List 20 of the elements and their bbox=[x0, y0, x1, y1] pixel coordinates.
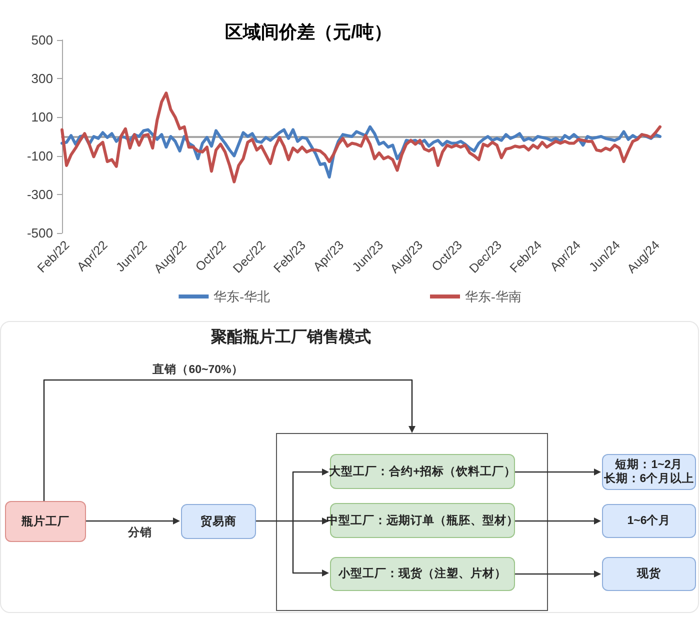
rounded-box: 大型工厂：合约+招标（饮料工厂） bbox=[330, 454, 515, 489]
rounded-box: 现货 bbox=[602, 557, 696, 591]
rounded-box: 瓶片工厂 bbox=[5, 501, 86, 542]
rounded-box: 1~6个月 bbox=[602, 504, 696, 538]
legend-label: 华东-华北 bbox=[214, 289, 270, 304]
rounded-box: 小型工厂：现货（注塑、片材） bbox=[330, 557, 515, 591]
y-tick-label: 100 bbox=[31, 110, 53, 125]
y-tick-label: -100 bbox=[26, 148, 53, 164]
text: 直销（60~70%） bbox=[152, 364, 244, 376]
y-tick-label: 300 bbox=[31, 71, 53, 86]
rounded-box: 短期：1~2月 长期：6个月以上 bbox=[602, 454, 696, 490]
chart-title: 区域间价差（元/吨） bbox=[225, 22, 392, 42]
text: 分销 bbox=[128, 527, 152, 539]
line-series bbox=[60, 92, 662, 184]
rounded-box: 贸易商 bbox=[181, 504, 256, 539]
text: 聚酯瓶片工厂销售模式 bbox=[210, 328, 372, 348]
y-tick-label: -300 bbox=[26, 186, 53, 202]
y-tick-label: -500 bbox=[26, 226, 53, 240]
y-tick-label: 500 bbox=[31, 32, 53, 48]
legend-label: 华东-华南 bbox=[465, 289, 522, 304]
